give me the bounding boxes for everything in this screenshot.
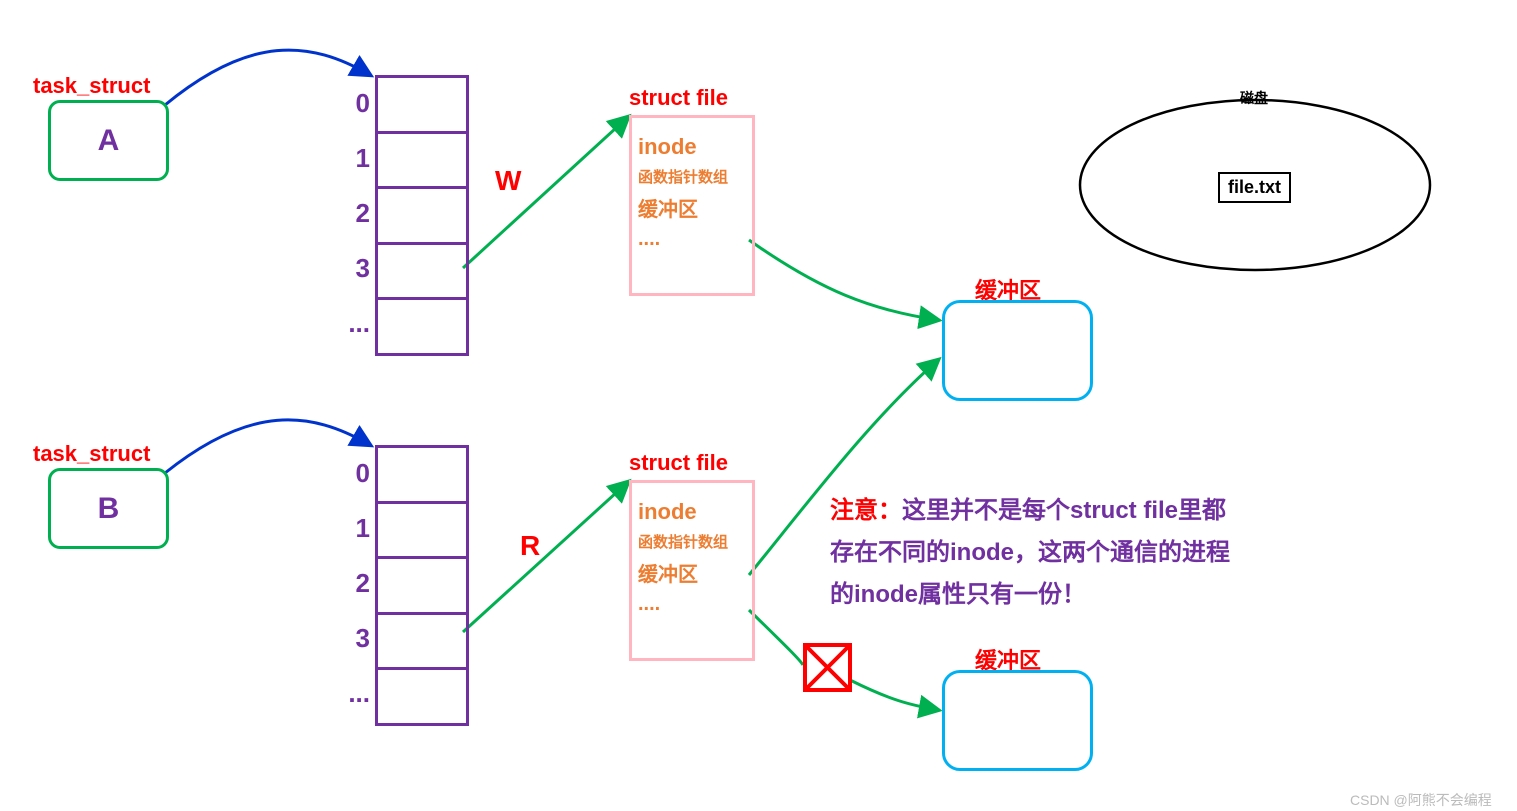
task-box-b: B [48, 468, 169, 549]
w-label: W [495, 165, 521, 197]
disk-label: 磁盘 [1240, 88, 1268, 108]
struct-file-title-1: struct file [629, 85, 728, 111]
task-a-letter: A [98, 124, 120, 158]
note-line-0: 这里并不是每个struct file里都 [902, 497, 1226, 524]
task-box-a: A [48, 100, 169, 181]
cross-box [805, 645, 850, 690]
struct-file-title-2: struct file [629, 450, 728, 476]
sf-item-fnptr: 函数指针数组 [638, 166, 746, 187]
task-struct-label-b: task_struct [33, 441, 150, 467]
fd-num: 0 [340, 88, 370, 119]
arrow-w [463, 117, 628, 268]
fd-num: 2 [340, 568, 370, 599]
sf-item-inode: inode [638, 499, 746, 525]
sf-item-dots: .... [638, 593, 746, 616]
fd-cell [378, 134, 466, 190]
struct-file-box-1: inode 函数指针数组 缓冲区 .... [629, 115, 755, 296]
r-label: R [520, 530, 540, 562]
fd-cell [378, 504, 466, 560]
fd-num: 0 [340, 458, 370, 489]
sf-item-buffer: 缓冲区 [638, 193, 746, 222]
note-prefix: 注意： [830, 497, 902, 524]
fd-num: 3 [340, 253, 370, 284]
fd-cell [378, 78, 466, 134]
fd-num: 1 [340, 513, 370, 544]
fd-table-a [375, 75, 469, 356]
fd-cell [378, 615, 466, 671]
fd-cell [378, 300, 466, 353]
sf-item-fnptr: 函数指针数组 [638, 531, 746, 552]
struct-file-box-2: inode 函数指针数组 缓冲区 .... [629, 480, 755, 661]
fd-num: 1 [340, 143, 370, 174]
buffer-box-2 [942, 670, 1093, 771]
disk-file-label: file.txt [1228, 177, 1281, 197]
arrow-sf2-to-cross [749, 610, 803, 665]
fd-cell [378, 670, 466, 723]
task-struct-label-a: task_struct [33, 73, 150, 99]
fd-table-b [375, 445, 469, 726]
fd-num: 3 [340, 623, 370, 654]
fd-cell [378, 559, 466, 615]
sf-item-inode: inode [638, 134, 746, 160]
sf-item-buffer: 缓冲区 [638, 558, 746, 587]
fd-num: ... [340, 678, 370, 709]
disk-file-box: file.txt [1218, 172, 1291, 203]
diagram-svg [0, 0, 1517, 811]
watermark: CSDN @阿熊不会编程 [1350, 790, 1492, 810]
fd-num: 2 [340, 198, 370, 229]
arrow-r [463, 482, 628, 632]
arrow-cross-to-buf2 [850, 680, 938, 710]
note-line-2: 的inode属性只有一份！ [830, 581, 1086, 608]
fd-num: ... [340, 308, 370, 339]
note-block: 注意：这里并不是每个struct file里都 存在不同的inode，这两个通信… [830, 490, 1230, 616]
sf-item-dots: .... [638, 228, 746, 251]
arrow-sf1-to-buf [749, 240, 938, 320]
fd-cell [378, 245, 466, 301]
fd-cell [378, 189, 466, 245]
buffer-box-1 [942, 300, 1093, 401]
task-b-letter: B [98, 492, 120, 526]
note-line-1: 存在不同的inode，这两个通信的进程 [830, 539, 1230, 566]
fd-cell [378, 448, 466, 504]
